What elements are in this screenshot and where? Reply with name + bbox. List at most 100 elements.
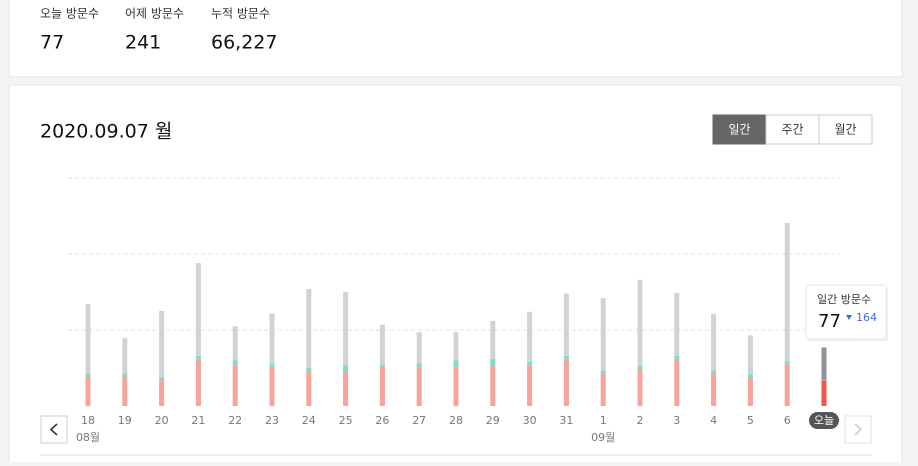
bar-segment: [232, 326, 238, 361]
bar-segment: [453, 332, 459, 361]
bar-segment: [563, 293, 569, 356]
bar-segment: [159, 377, 165, 381]
bar-segment: [821, 379, 827, 381]
x-tick-label: 21: [191, 414, 205, 427]
bar-segment: [637, 368, 643, 406]
x-tick-label: 23: [265, 414, 279, 427]
bar-segment: [527, 365, 533, 406]
today-badge: [809, 412, 839, 429]
x-tick-label: 28: [449, 414, 463, 427]
bar-segment: [269, 313, 275, 365]
tooltip: 일간 방문수 77 164: [805, 284, 888, 341]
bar-segment: [306, 288, 312, 368]
x-tick-label: 2: [637, 414, 644, 427]
x-tick-label: 25: [339, 414, 353, 427]
next-icon[interactable]: [854, 423, 863, 436]
bar-segment: [306, 368, 312, 372]
tooltip-box: [805, 284, 887, 340]
bar-segment: [379, 324, 385, 365]
bar-segment: [711, 314, 717, 371]
next-button[interactable]: [844, 415, 872, 444]
bar-segment: [269, 367, 275, 406]
x-tick-label: 1: [600, 414, 607, 427]
bar-segment: [85, 376, 91, 406]
bar-segment: [563, 358, 569, 406]
bar-segment: [122, 376, 128, 406]
bar-segment: [416, 367, 422, 406]
tab[interactable]: [818, 114, 873, 145]
bar-segment: [379, 368, 385, 406]
summary-card: [8, 0, 903, 78]
bar-segment: [269, 364, 275, 368]
date-title: 2020.09.07 월: [40, 121, 172, 143]
x-tick-label: 24: [302, 414, 316, 427]
bar-segment: [232, 360, 238, 366]
bar-segment: [85, 304, 91, 374]
stat-value: 77: [40, 32, 64, 54]
x-tick-label: 27: [412, 414, 426, 427]
month-label: 09월: [591, 431, 615, 444]
x-tick-label: 26: [375, 414, 389, 427]
bar-segment: [195, 263, 201, 356]
stat-value: 66,227: [211, 32, 277, 54]
down-icon: [846, 315, 852, 320]
bar-segment: [747, 374, 753, 378]
x-tick-label: 19: [118, 414, 132, 427]
bar-segment: [674, 292, 680, 356]
tooltip-label: 일간 방문수: [817, 292, 871, 306]
prev-button-box[interactable]: [40, 415, 68, 444]
bar-segment: [563, 355, 569, 359]
bar-segment: [600, 298, 606, 371]
bar-segment: [159, 311, 165, 378]
x-tick-label: 18: [81, 414, 95, 427]
x-tick-label: 오늘: [814, 414, 834, 427]
x-tick-label: 3: [673, 414, 680, 427]
x-tick-label: 20: [155, 414, 169, 427]
bar-segment: [637, 279, 643, 366]
x-tick-label: 4: [710, 414, 717, 427]
bar-segment: [85, 373, 91, 377]
x-tick-label: 29: [486, 414, 500, 427]
tab-label[interactable]: 주간: [781, 123, 803, 137]
bar-segment: [416, 332, 422, 364]
stat-label: 오늘 방문수: [40, 7, 99, 21]
bar-segment: [159, 380, 165, 406]
tab-label[interactable]: 월간: [834, 123, 856, 137]
bar-segment: [306, 371, 312, 406]
bar-segment: [343, 371, 349, 406]
x-tick-label: 6: [784, 414, 791, 427]
bar-segment: [674, 358, 680, 406]
bar-segment: [527, 311, 533, 362]
bar-segment: [122, 338, 128, 374]
bar-segment: [490, 364, 496, 406]
bar-segment: [600, 370, 606, 374]
bar-segment: [453, 360, 459, 368]
bar-segment: [416, 363, 422, 368]
bar-segment: [490, 320, 496, 359]
bar-segment: [784, 222, 790, 362]
tab[interactable]: [712, 114, 767, 145]
bar-segment: [821, 347, 827, 380]
x-tick-label: 22: [228, 414, 242, 427]
tab[interactable]: [765, 114, 820, 145]
tooltip-value: 77: [818, 311, 841, 332]
bar-segment: [453, 367, 459, 406]
bar-segment: [195, 358, 201, 406]
bar-segment: [527, 361, 533, 366]
tab-label[interactable]: 일간: [728, 123, 750, 137]
bar-segment: [747, 377, 753, 406]
x-tick-label: 5: [747, 414, 754, 427]
bar-segment: [784, 364, 790, 406]
prev-button[interactable]: [40, 415, 68, 444]
stat-value: 241: [125, 32, 161, 54]
x-tick-label: 31: [559, 414, 573, 427]
tooltip-change: 164: [856, 311, 877, 324]
prev-icon[interactable]: [49, 423, 58, 436]
bar-segment: [343, 364, 349, 372]
stat-label: 누적 방문수: [211, 7, 270, 21]
bar-segment: [195, 355, 201, 359]
next-button-box[interactable]: [844, 415, 872, 444]
stat-label: 어제 방문수: [125, 7, 184, 21]
